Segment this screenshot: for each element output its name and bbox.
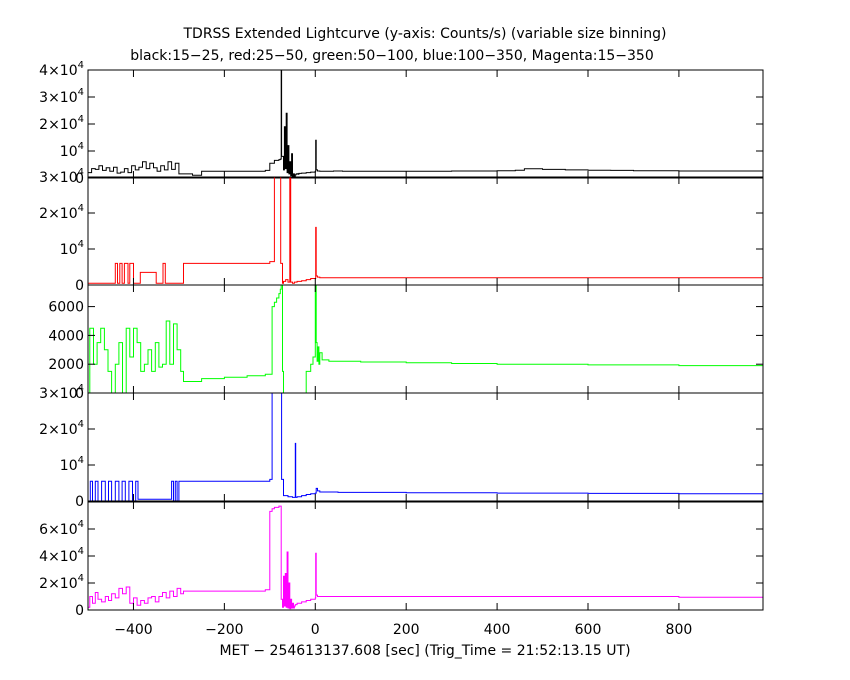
panel-frame-blue — [87, 392, 764, 502]
y-tick-label: 3×104 — [39, 87, 84, 106]
y-tick-label: 0 — [75, 278, 84, 294]
series-line-magenta — [88, 505, 763, 610]
chart-subtitle: black:15−25, red:25−50, green:50−100, bl… — [130, 48, 654, 64]
y-tick-label: 4×104 — [39, 546, 84, 565]
y-tick-label: 3×104 — [39, 167, 84, 186]
y-tick-label: 4000 — [48, 328, 84, 344]
y-tick-label: 104 — [60, 141, 84, 160]
y-tick-label: 4×104 — [39, 60, 84, 79]
panel-frame-magenta — [87, 501, 764, 611]
y-tick-label: 0 — [75, 386, 84, 402]
x-axis-label: MET − 254613137.608 [sec] (Trig_Time = 2… — [219, 643, 630, 659]
y-tick-label: 3×104 — [39, 383, 84, 402]
y-tick-label: 0 — [75, 494, 84, 510]
panel-frame-green — [87, 284, 764, 394]
x-tick-label: 800 — [666, 622, 693, 638]
series-line-green — [88, 284, 763, 394]
chart-title: TDRSS Extended Lightcurve (y-axis: Count… — [182, 26, 666, 42]
y-tick-label: 2×104 — [39, 114, 84, 133]
series-line-black — [88, 69, 763, 177]
y-tick-label: 6000 — [48, 300, 84, 316]
y-tick-label: 2×104 — [39, 573, 84, 592]
x-tick-label: 600 — [575, 622, 602, 638]
panel-red: 0 104 2×104 3×104 — [39, 167, 764, 294]
x-tick-label: 200 — [393, 622, 420, 638]
x-tick-label: −200 — [205, 622, 243, 638]
y-tick-label: 2×104 — [39, 419, 84, 438]
x-tick-label: 400 — [484, 622, 511, 638]
panels-group: 01042×1043×1044×10401042×1043×1040200040… — [39, 60, 764, 619]
series-line-blue — [88, 392, 763, 502]
series-line-red — [88, 176, 763, 284]
panel-black: 0 104 2×104 3×104 4×104 — [39, 60, 764, 187]
y-tick-label: 0 — [75, 171, 84, 187]
y-tick-label: 2000 — [48, 357, 84, 373]
y-tick-label: 0 — [75, 603, 84, 619]
panel-green: 0 2000 4000 6000 — [48, 284, 764, 402]
panel-magenta: 0 2×104 4×104 6×104 — [39, 501, 764, 619]
panel-frame-black — [87, 69, 764, 179]
y-tick-label: 104 — [60, 455, 84, 474]
panel-frame-red — [87, 176, 764, 286]
x-tick-label: −400 — [114, 622, 152, 638]
x-axis: −400 −200 0 200 400 600 800 — [114, 622, 692, 638]
y-tick-label: 2×104 — [39, 203, 84, 222]
panel-blue: 0 104 2×104 3×104 — [39, 383, 764, 510]
y-tick-label: 6×104 — [39, 519, 84, 538]
x-tick-label: 0 — [311, 622, 320, 638]
y-tick-label: 104 — [60, 239, 84, 258]
